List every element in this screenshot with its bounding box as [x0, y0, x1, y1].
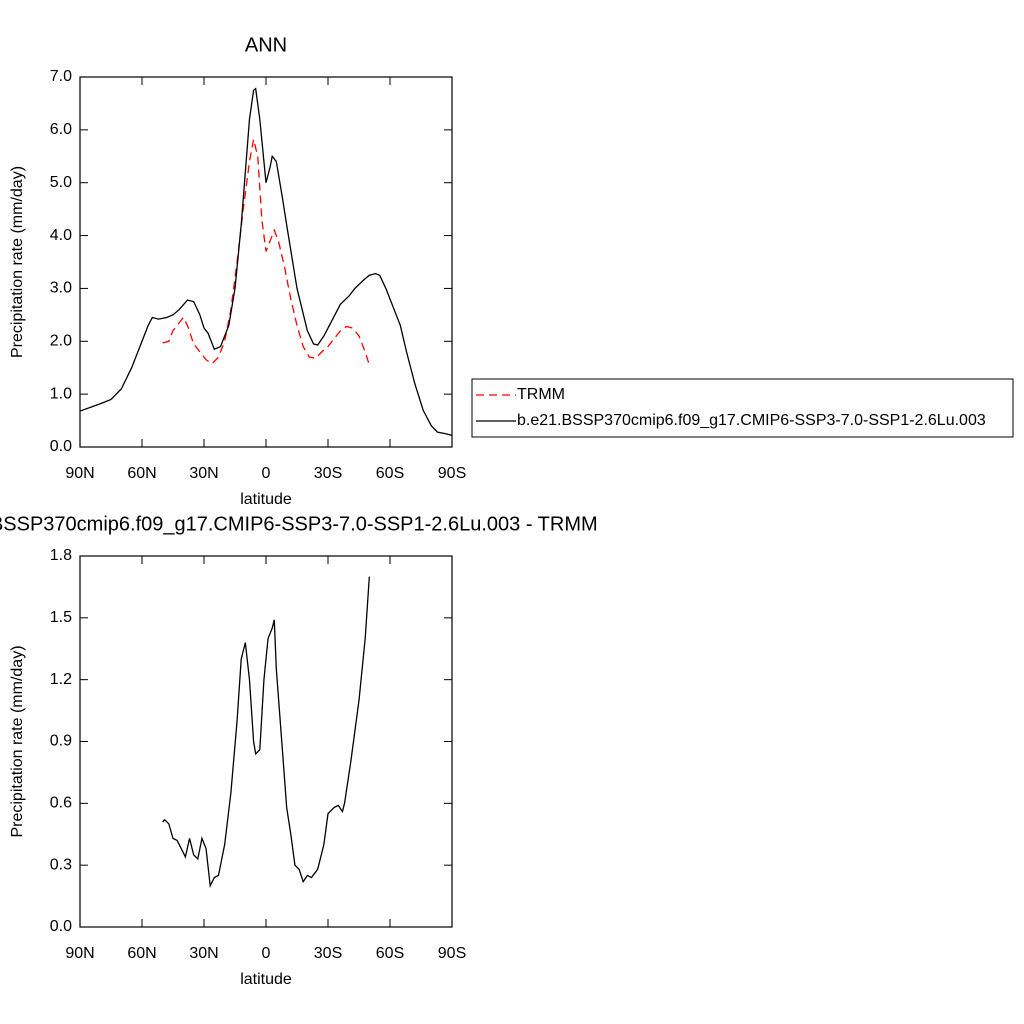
y-tick-label: 1.2 [50, 671, 72, 688]
x-tick-label: 30S [314, 465, 342, 482]
legend-box [471, 378, 1014, 438]
y-tick-label: 0.9 [50, 733, 72, 750]
chart-title: ANN [245, 34, 287, 56]
x-tick-label: 30S [314, 945, 342, 962]
x-tick-label: 60N [127, 945, 156, 962]
y-tick-label: 0.3 [50, 856, 72, 873]
x-tick-label: 30N [189, 945, 218, 962]
x-axis-label: latitude [240, 971, 292, 988]
legend-label: b.e21.BSSP370cmip6.f09_g17.CMIP6-SSP3-7.… [517, 412, 986, 429]
y-tick-label: 6.0 [50, 121, 72, 138]
x-tick-label: 90N [65, 465, 94, 482]
y-tick-label: 7.0 [50, 68, 72, 85]
y-tick-label: 0.6 [50, 795, 72, 812]
x-tick-label: 30N [189, 465, 218, 482]
y-tick-label: 4.0 [50, 227, 72, 244]
y-axis-label: Precipitation rate (mm/day) [9, 166, 26, 358]
y-tick-label: 1.0 [50, 385, 72, 402]
chart-title: b.e21.BSSP370cmip6.f09_g17.CMIP6-SSP3-7.… [0, 513, 598, 535]
y-tick-label: 3.0 [50, 280, 72, 297]
plot-frame [79, 76, 453, 448]
x-tick-label: 60S [376, 945, 404, 962]
x-tick-label: 0 [262, 945, 271, 962]
x-tick-label: 60S [376, 465, 404, 482]
y-tick-label: 1.5 [50, 609, 72, 626]
y-tick-label: 5.0 [50, 174, 72, 191]
x-tick-label: 0 [262, 465, 271, 482]
y-axis-label: Precipitation rate (mm/day) [9, 645, 26, 837]
plot-frame [79, 555, 453, 928]
legend-label: TRMM [517, 386, 565, 403]
data-line [162, 576, 370, 889]
x-tick-label: 90N [65, 945, 94, 962]
y-tick-label: 0.0 [50, 918, 72, 935]
data-line [162, 139, 370, 366]
data-line [79, 87, 453, 437]
y-tick-label: 1.8 [50, 547, 72, 564]
y-tick-label: 2.0 [50, 333, 72, 350]
y-tick-label: 0.0 [50, 438, 72, 455]
x-tick-label: 90S [438, 945, 466, 962]
x-axis-label: latitude [240, 491, 292, 508]
x-tick-label: 90S [438, 465, 466, 482]
x-tick-label: 60N [127, 465, 156, 482]
